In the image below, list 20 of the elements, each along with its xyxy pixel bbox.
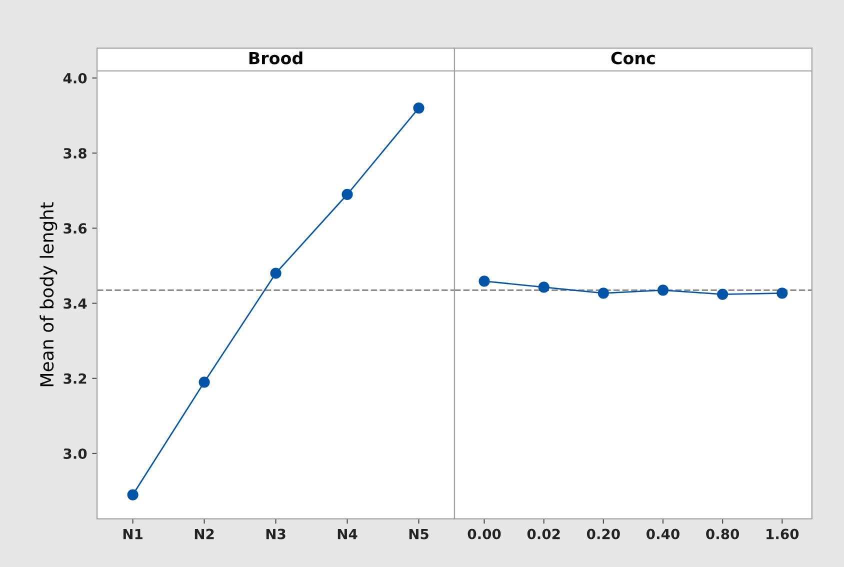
y-tick-label: 3.2 (64, 373, 86, 384)
chart-title: Brood (249, 51, 302, 64)
y-tick-label: 3.0 (64, 448, 87, 459)
x-tick-label: 1.60 (766, 528, 799, 540)
x-tick-label: N2 (194, 528, 214, 540)
x-tick-label: 0.40 (646, 528, 680, 540)
x-tick-label: N5 (409, 528, 428, 540)
x-tick-label: 0.80 (706, 528, 740, 540)
x-tick-label: 0.02 (527, 528, 560, 540)
y-tick-label: 3.6 (64, 223, 87, 234)
y-axis-title: Mean of body lenght (40, 202, 58, 386)
y-tick-label: 3.4 (64, 298, 87, 309)
y-tick-label: 4.0 (63, 72, 87, 84)
x-tick-label: N1 (123, 528, 142, 540)
x-tick-label: 0.20 (586, 528, 620, 540)
y-tick-label: 3.8 (64, 148, 86, 159)
x-tick-label: N3 (266, 528, 286, 540)
x-tick-label: N4 (338, 528, 358, 540)
chart-title: Conc (611, 52, 655, 64)
x-tick-label: 0.00 (468, 528, 501, 540)
